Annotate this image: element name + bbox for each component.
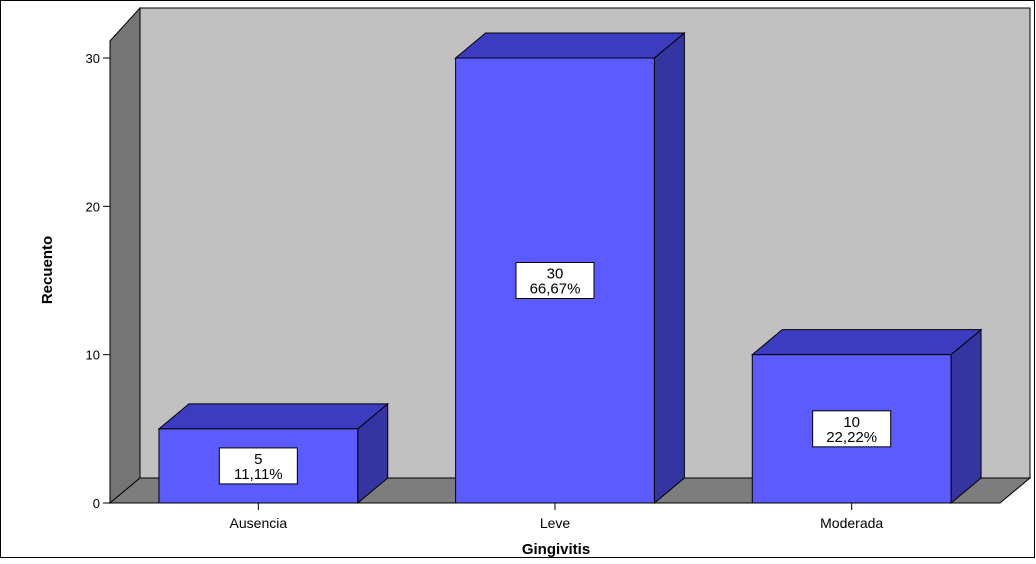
bar-ausencia: 511,11% bbox=[157, 402, 390, 505]
data-label-box bbox=[515, 262, 595, 299]
x-axis-labels: Ausencia Leve Moderada bbox=[230, 503, 883, 531]
data-label-percent: 11,11% bbox=[234, 466, 283, 483]
bar-top bbox=[157, 403, 390, 430]
data-label-percent: 22,22% bbox=[826, 429, 877, 446]
y-tick-label: 30 bbox=[86, 51, 100, 66]
y-tick-label: 0 bbox=[93, 496, 100, 511]
bar-top bbox=[454, 32, 686, 59]
data-label-count: 30 bbox=[547, 266, 564, 283]
data-label-box bbox=[218, 447, 298, 485]
x-tick-label: Moderada bbox=[820, 515, 883, 531]
bar-side bbox=[950, 328, 982, 505]
bar-side bbox=[653, 31, 685, 505]
data-label-count: 10 bbox=[843, 414, 860, 431]
x-tick-label: Ausencia bbox=[230, 515, 288, 531]
data-label-box bbox=[812, 410, 892, 448]
x-tick-label: Leve bbox=[540, 515, 571, 531]
bar-top bbox=[750, 329, 983, 356]
y-axis: 0 10 20 30 bbox=[86, 51, 110, 511]
data-label-count: 5 bbox=[254, 451, 262, 468]
y-tick-label: 20 bbox=[86, 199, 100, 214]
y-tick-label: 10 bbox=[86, 348, 100, 363]
side-wall bbox=[109, 6, 141, 505]
data-label: 511,11% bbox=[218, 447, 298, 485]
y-axis-title: Recuento bbox=[39, 236, 56, 304]
data-label-percent: 66,67% bbox=[530, 281, 581, 298]
x-axis-title: Gingivitis bbox=[522, 541, 590, 558]
